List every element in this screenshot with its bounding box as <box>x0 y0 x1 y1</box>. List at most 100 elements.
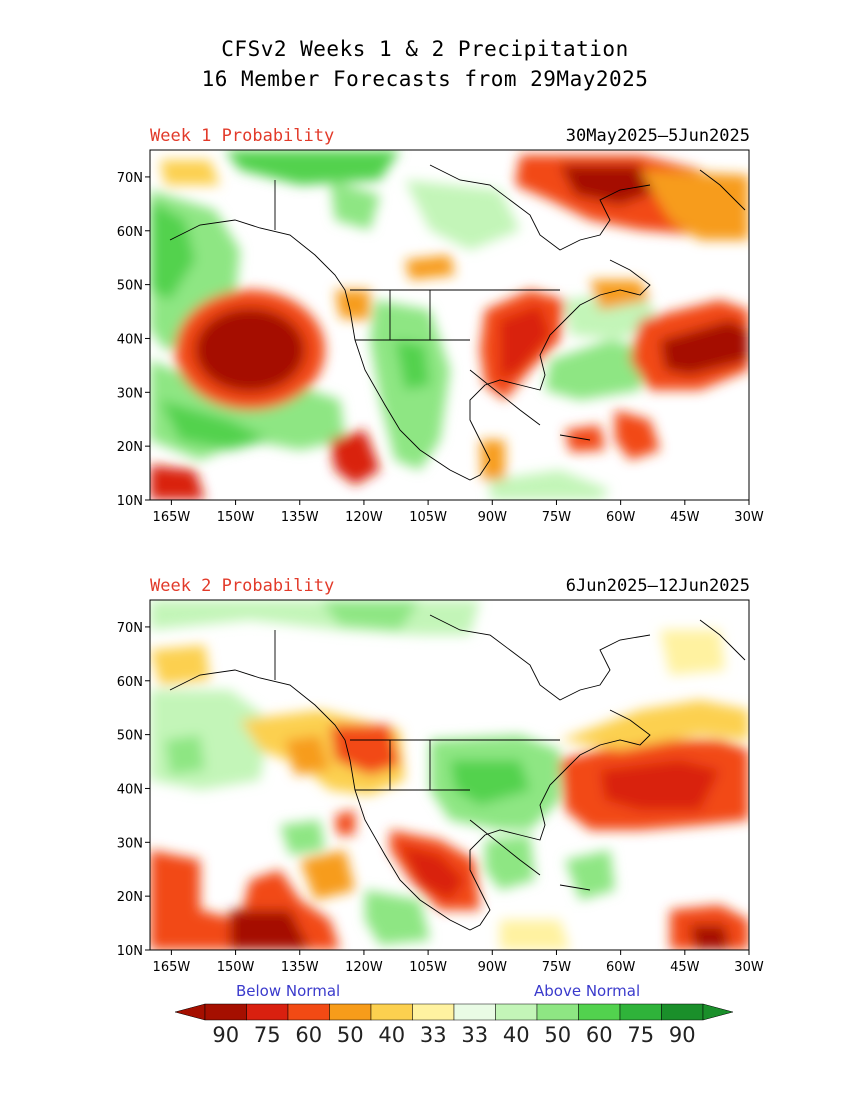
colorbar-swatch <box>370 1003 413 1021</box>
dry-region <box>330 725 400 775</box>
lat-tick-label: 30N <box>117 386 143 401</box>
lon-tick-label: 45W <box>670 510 700 525</box>
lon-tick-label: 105W <box>409 510 447 525</box>
colorbar-value-label: 50 <box>544 1023 571 1047</box>
dry-region <box>615 410 660 460</box>
colorbar-swatch <box>661 1003 704 1021</box>
chart-title-line1: CFSv2 Weeks 1 & 2 Precipitation <box>221 37 629 61</box>
lon-tick-label: 30W <box>734 510 764 525</box>
coastlines <box>169 614 746 931</box>
wet-region <box>280 820 325 855</box>
below-normal-label: Below Normal <box>236 982 341 1000</box>
lat-tick-label: 50N <box>117 279 143 294</box>
wet-region <box>545 340 650 400</box>
colorbar-swatch <box>495 1003 538 1021</box>
lon-tick-label: 150W <box>217 510 255 525</box>
colorbar-swatch <box>536 1003 579 1021</box>
colorbar: 90 75 60 50 40 33 33 40 50 60 75 90 <box>174 1003 734 1047</box>
wet-region <box>490 470 610 500</box>
dry-region <box>560 700 749 750</box>
colorbar-value-label: 75 <box>627 1023 654 1047</box>
colorbar-value-label: 40 <box>378 1023 405 1047</box>
colorbar-value-label: 40 <box>503 1023 530 1047</box>
chart-title-line2: 16 Member Forecasts from 29May2025 <box>201 67 649 91</box>
lon-tick-label: 75W <box>542 510 572 525</box>
wet-region <box>405 180 520 250</box>
dry-region <box>150 465 205 500</box>
colorbar-swatch <box>453 1003 496 1021</box>
week2-map-frame <box>149 599 750 951</box>
lon-tick-label: 90W <box>478 960 508 975</box>
lon-tick-label: 60W <box>606 960 636 975</box>
lat-tick-label: 70N <box>117 171 143 186</box>
colorbar-swatch <box>412 1003 455 1021</box>
lat-tick-label: 10N <box>117 494 143 509</box>
lon-tick-label: 105W <box>409 960 447 975</box>
colorbar-swatch <box>204 1003 247 1021</box>
dry-region <box>690 925 730 950</box>
wet-region <box>320 600 420 630</box>
week2-label: Week 2 Probability <box>150 576 335 596</box>
lat-tick-label: 30N <box>117 836 143 851</box>
lon-tick-label: 45W <box>670 960 700 975</box>
lon-tick-label: 165W <box>153 510 191 525</box>
dry-region <box>195 308 305 392</box>
colorbar-swatch <box>329 1003 372 1021</box>
wet-region <box>165 735 205 775</box>
colorbar-value-label: 33 <box>461 1023 488 1047</box>
colorbar-value-label: 60 <box>586 1023 613 1047</box>
dry-region <box>565 425 605 452</box>
lat-tick-label: 60N <box>117 675 143 690</box>
dry-region <box>590 280 650 310</box>
lon-tick-label: 75W <box>542 960 572 975</box>
week1-label: Week 1 Probability <box>150 126 335 146</box>
week1-dates: 30May2025—5Jun2025 <box>565 126 750 146</box>
lat-tick-label: 60N <box>117 225 143 240</box>
dry-region <box>660 320 749 375</box>
dry-region <box>230 910 310 950</box>
lon-tick-label: 60W <box>606 510 636 525</box>
week2-dates: 6Jun2025—12Jun2025 <box>565 576 750 596</box>
dry-region <box>335 810 355 835</box>
lon-tick-label: 120W <box>345 960 383 975</box>
wet-region <box>160 400 270 450</box>
lat-tick-label: 20N <box>117 890 143 905</box>
colorbar-value-label: 90 <box>212 1023 239 1047</box>
lon-tick-label: 90W <box>478 510 508 525</box>
lat-tick-label: 40N <box>117 782 143 797</box>
week1-map-frame <box>149 149 750 501</box>
dry-region <box>150 645 210 685</box>
week1-map: 165W 150W 135W 120W 105W 90W 75W 60W 45W 30W 70N 60… <box>117 149 764 525</box>
dry-region <box>660 630 725 675</box>
dry-region <box>500 920 570 950</box>
colorbar-value-label: 50 <box>337 1023 364 1047</box>
dry-region <box>480 440 505 480</box>
colorbar-swatch <box>246 1003 289 1021</box>
lon-tick-label: 150W <box>217 960 255 975</box>
lat-tick-label: 20N <box>117 440 143 455</box>
dry-region <box>500 305 550 380</box>
week2-map: 165W 150W 135W 120W 105W 90W 75W 60W 45W 30W 70N 60… <box>117 599 764 975</box>
wet-region <box>330 180 380 230</box>
wet-region <box>365 890 430 945</box>
dry-region <box>640 170 749 240</box>
lon-tick-label: 135W <box>281 960 319 975</box>
wet-region <box>395 340 430 390</box>
lon-tick-label: 165W <box>153 960 191 975</box>
lon-tick-label: 120W <box>345 510 383 525</box>
colorbar-value-label: 33 <box>420 1023 447 1047</box>
lat-tick-label: 70N <box>117 621 143 636</box>
wet-region <box>450 760 530 805</box>
lat-tick-label: 50N <box>117 729 143 744</box>
colorbar-value-label: 75 <box>254 1023 281 1047</box>
colorbar-swatch <box>287 1003 330 1021</box>
colorbar-swatch <box>619 1003 662 1021</box>
colorbar-swatch <box>578 1003 621 1021</box>
dry-region <box>285 735 330 775</box>
dry-region <box>335 290 370 320</box>
lat-tick-label: 40N <box>117 332 143 347</box>
wet-region <box>225 150 400 185</box>
dry-region <box>405 255 455 280</box>
wet-region <box>485 835 535 890</box>
above-normal-label: Above Normal <box>534 982 641 1000</box>
